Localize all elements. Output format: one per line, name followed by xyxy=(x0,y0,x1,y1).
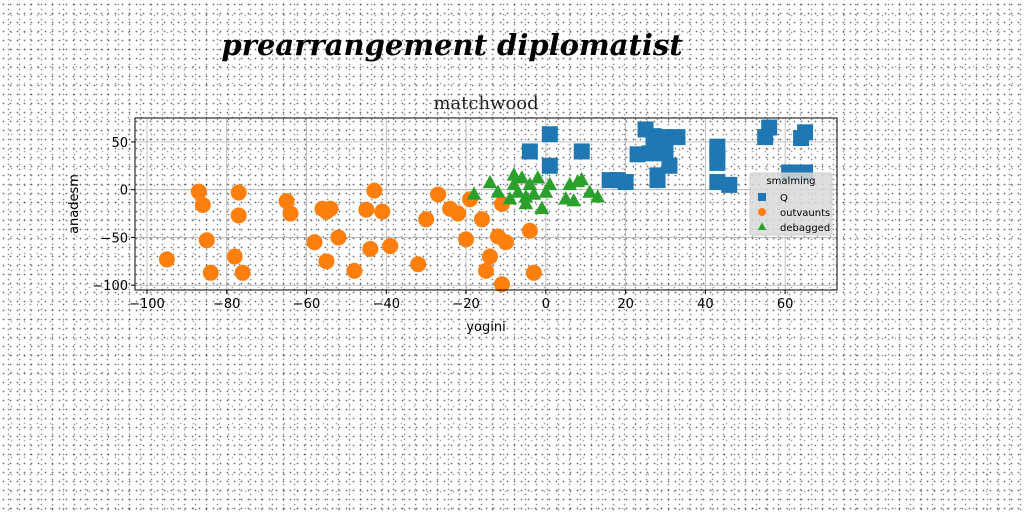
data-point xyxy=(282,205,299,222)
data-point xyxy=(797,124,814,141)
data-point xyxy=(458,231,475,248)
data-point xyxy=(534,200,550,215)
data-point xyxy=(450,205,467,222)
data-point xyxy=(306,234,323,251)
y-tick-label: −50 xyxy=(101,231,128,246)
data-point xyxy=(709,154,726,171)
data-point xyxy=(202,264,219,281)
data-point xyxy=(362,240,379,257)
data-point xyxy=(322,200,339,217)
plot-area xyxy=(134,117,838,291)
x-tick-label: −60 xyxy=(293,297,320,312)
data-point xyxy=(649,172,666,189)
data-point xyxy=(510,184,526,198)
data-point xyxy=(542,176,558,191)
data-point xyxy=(521,222,538,239)
data-point xyxy=(617,174,634,191)
data-point xyxy=(474,211,491,228)
data-point xyxy=(418,211,435,228)
data-point xyxy=(466,186,482,200)
y-tick-label: 0 xyxy=(120,184,128,199)
data-point xyxy=(521,143,538,160)
x-tick-label: −80 xyxy=(213,297,240,312)
data-point xyxy=(518,195,534,210)
data-point xyxy=(497,234,514,251)
data-point xyxy=(721,176,738,193)
axis-ticks: −100 −80 −60 −40 −20 0 20 40 60 −100 −50 0 50 xyxy=(92,136,793,312)
data-point xyxy=(530,170,546,184)
figure-suptitle: prearrangement diplomatist xyxy=(221,28,683,62)
legend-marker xyxy=(758,193,766,201)
data-point xyxy=(230,207,247,224)
legend-entry-label: outvaunts xyxy=(780,208,830,219)
x-axis-label: yogini xyxy=(466,320,505,335)
data-point xyxy=(661,157,678,174)
data-point xyxy=(761,119,778,136)
data-point xyxy=(330,229,347,246)
data-points xyxy=(158,119,814,293)
data-point xyxy=(526,186,542,200)
data-point xyxy=(669,129,686,146)
legend-entry-label: Q xyxy=(780,193,788,204)
x-tick-label: −100 xyxy=(129,297,165,312)
data-point xyxy=(410,256,427,273)
data-point xyxy=(541,126,558,143)
data-point xyxy=(574,172,590,186)
data-point xyxy=(430,186,447,203)
data-point xyxy=(657,145,674,162)
data-point xyxy=(482,174,498,189)
data-point xyxy=(478,262,494,279)
data-point xyxy=(278,193,295,210)
data-point xyxy=(318,253,335,270)
legend-box xyxy=(749,172,833,236)
data-point xyxy=(582,184,598,198)
x-tick-label: 60 xyxy=(777,297,794,312)
x-tick-label: 20 xyxy=(617,297,634,312)
data-point xyxy=(566,193,582,207)
series-q xyxy=(521,119,814,193)
series-outvaunts xyxy=(158,182,542,293)
data-point xyxy=(493,276,510,293)
y-axis-label: anadesm xyxy=(67,174,82,234)
data-point xyxy=(525,264,542,281)
data-point xyxy=(490,184,506,198)
x-tick-label: −20 xyxy=(452,297,479,312)
y-tick-label: 50 xyxy=(111,136,128,151)
y-tick-label: −100 xyxy=(92,279,128,294)
x-tick-label: 40 xyxy=(697,297,714,312)
data-point xyxy=(358,201,375,218)
data-point xyxy=(541,157,558,174)
data-point xyxy=(226,248,243,265)
data-point xyxy=(194,196,211,213)
data-point xyxy=(374,203,391,220)
series-debagged xyxy=(466,167,606,215)
data-point xyxy=(514,170,530,184)
data-point xyxy=(230,184,247,201)
data-point xyxy=(234,264,251,281)
data-point xyxy=(522,176,538,191)
data-point xyxy=(573,143,590,160)
data-point xyxy=(366,182,383,199)
data-point xyxy=(190,183,207,200)
data-point xyxy=(590,189,606,203)
data-point xyxy=(382,238,399,255)
data-point xyxy=(502,191,518,205)
x-tick-label: −40 xyxy=(373,297,400,312)
data-point xyxy=(198,232,215,249)
legend-title: smalming xyxy=(766,176,815,187)
legend-marker xyxy=(757,222,767,230)
chart-title: matchwood xyxy=(433,93,538,114)
legend-entry-label: debagged xyxy=(780,223,830,234)
x-tick-label: 0 xyxy=(542,297,550,312)
data-point xyxy=(506,167,522,181)
data-point xyxy=(538,184,554,198)
data-point xyxy=(158,251,175,268)
data-point xyxy=(346,262,363,279)
data-point xyxy=(481,248,498,265)
legend-marker xyxy=(758,208,766,216)
